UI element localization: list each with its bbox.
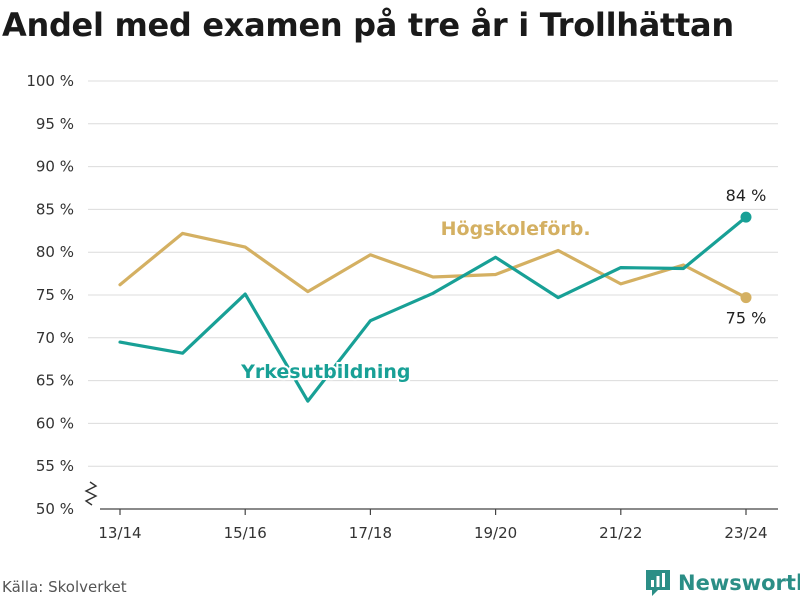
x-tick-label: 17/18 bbox=[349, 524, 392, 542]
y-tick-label: 90 % bbox=[36, 158, 74, 176]
y-tick-label: 80 % bbox=[36, 243, 74, 261]
x-tick-label: 19/20 bbox=[474, 524, 517, 542]
series-line-1 bbox=[120, 217, 746, 401]
y-tick-label: 75 % bbox=[36, 286, 74, 304]
newsworthy-logo: Newsworthy bbox=[644, 568, 800, 598]
newsworthy-logo-icon bbox=[644, 568, 672, 598]
x-axis: 13/14 15/16 17/18 19/20 21/22 23/24 bbox=[86, 482, 778, 542]
x-tick-label: 21/22 bbox=[599, 524, 642, 542]
series-end-point-0 bbox=[741, 292, 752, 303]
y-tick-label: 60 % bbox=[36, 414, 74, 432]
series-lines bbox=[120, 212, 752, 401]
series-name-label: Högskoleförb. bbox=[441, 218, 591, 240]
x-tick-label: 23/24 bbox=[724, 524, 767, 542]
y-axis-tick-labels: 50 % 55 % 60 % 65 % 70 % 75 % 80 % 85 % 90 % 95 %… bbox=[26, 72, 74, 518]
end-value-label: 84 % bbox=[726, 186, 767, 205]
y-tick-label: 65 % bbox=[36, 372, 74, 390]
series-end-point-1 bbox=[741, 212, 752, 223]
y-tick-label: 70 % bbox=[36, 329, 74, 347]
y-tick-label: 100 % bbox=[26, 72, 74, 90]
end-value-label: 75 % bbox=[726, 309, 767, 328]
series-name-label: Yrkesutbildning bbox=[240, 361, 410, 383]
y-tick-label: 55 % bbox=[36, 457, 74, 475]
x-tick-label: 13/14 bbox=[98, 524, 141, 542]
gridlines bbox=[88, 81, 778, 466]
y-tick-label: 50 % bbox=[36, 500, 74, 518]
y-tick-label: 95 % bbox=[36, 115, 74, 133]
brand-name: Newsworthy bbox=[678, 571, 800, 595]
y-tick-label: 85 % bbox=[36, 200, 74, 218]
series-line-0 bbox=[120, 233, 746, 297]
axis-break-icon bbox=[86, 482, 96, 505]
source-note: Källa: Skolverket bbox=[2, 578, 127, 596]
x-tick-label: 15/16 bbox=[224, 524, 267, 542]
